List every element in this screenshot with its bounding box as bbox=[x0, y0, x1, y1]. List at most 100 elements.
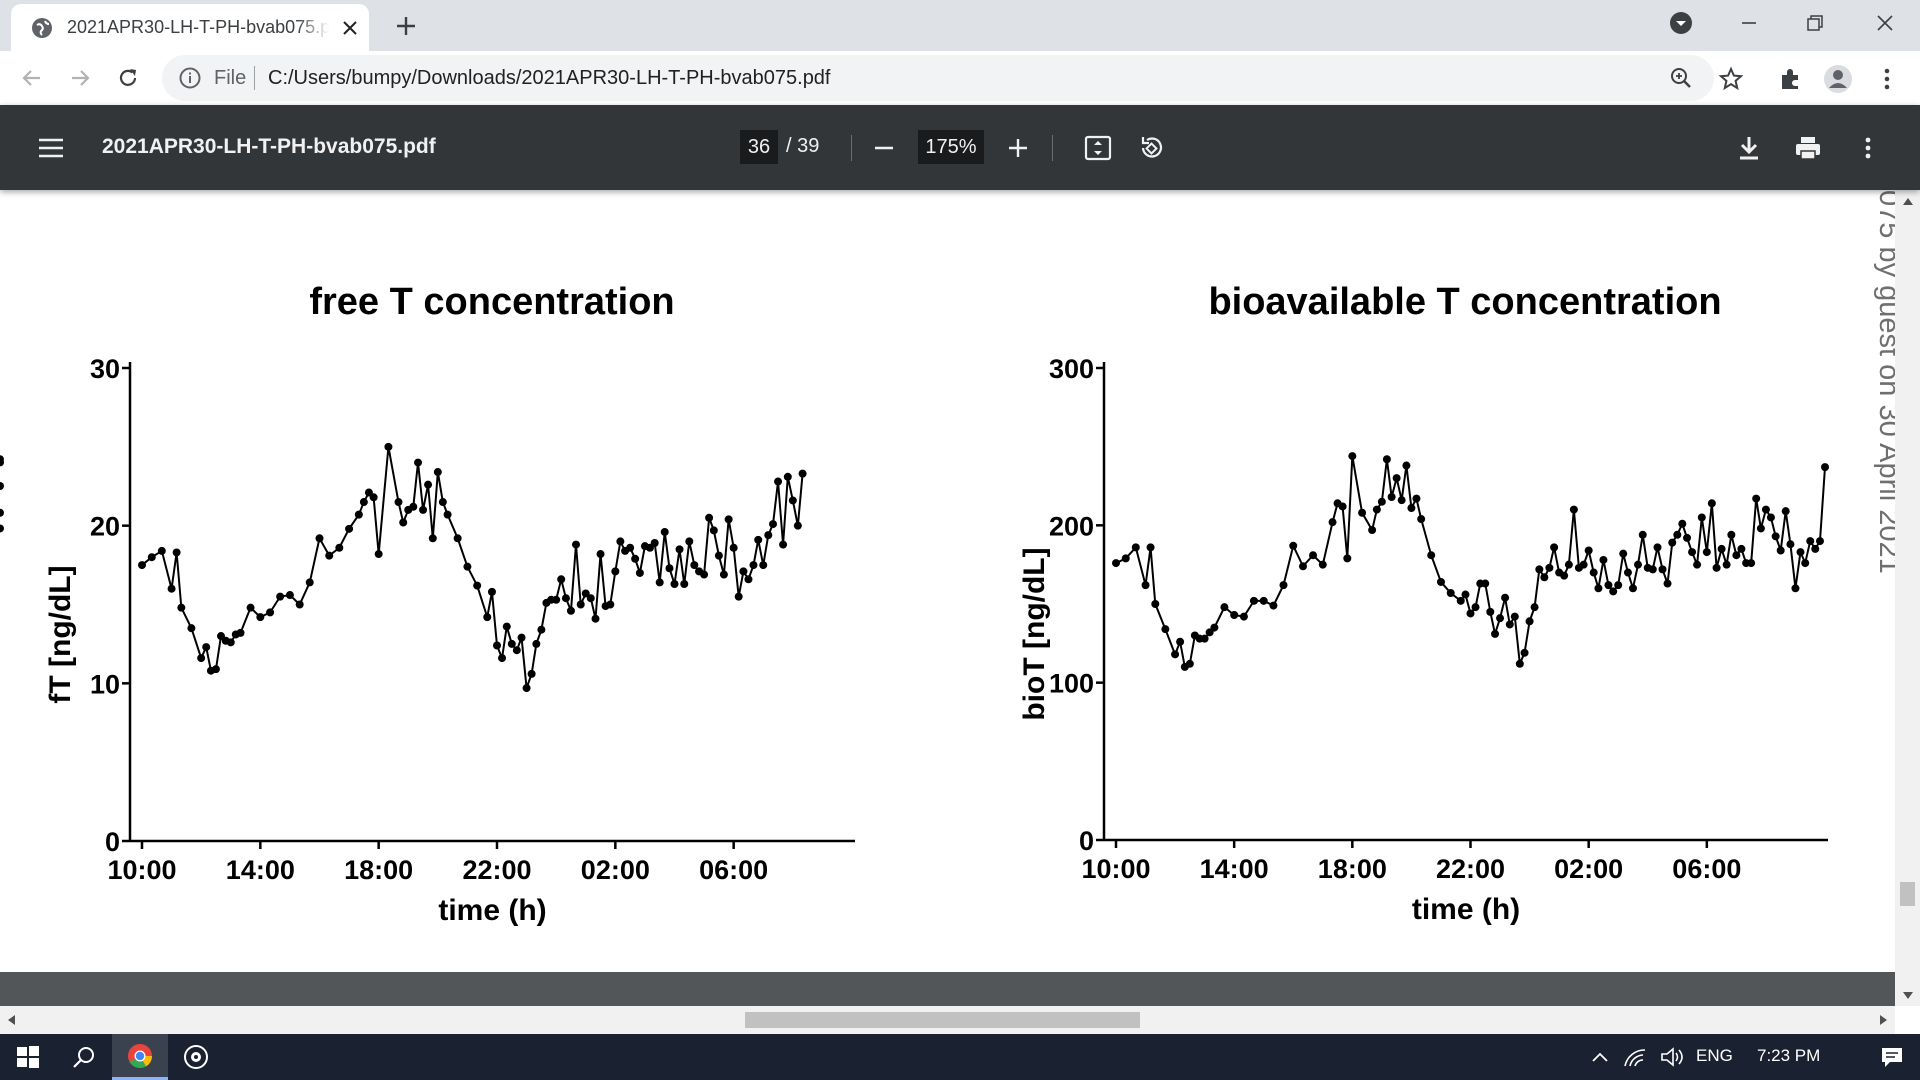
zoom-icon[interactable] bbox=[1668, 65, 1694, 91]
data-point bbox=[670, 580, 679, 589]
data-point bbox=[1693, 560, 1702, 569]
data-point bbox=[714, 551, 723, 560]
download-icon[interactable] bbox=[1733, 132, 1765, 164]
chart-title: bioavailable T concentration bbox=[1208, 281, 1721, 323]
data-point bbox=[557, 575, 566, 584]
data-point bbox=[1781, 507, 1790, 516]
zoom-out-icon[interactable] bbox=[868, 132, 900, 164]
data-point bbox=[374, 550, 383, 559]
profile-avatar-icon[interactable] bbox=[1823, 64, 1853, 94]
scroll-right-arrow-icon[interactable] bbox=[1880, 1015, 1887, 1025]
scroll-left-arrow-icon[interactable] bbox=[8, 1015, 15, 1025]
data-point bbox=[754, 535, 763, 544]
tab-search-icon[interactable] bbox=[1652, 0, 1710, 46]
address-bar[interactable]: File C:/Users/bumpy/Downloads/2021APR30-… bbox=[162, 55, 1714, 101]
browser-tab-active[interactable]: 2021APR30-LH-T-PH-bvab075.pdf bbox=[11, 4, 369, 51]
data-point bbox=[1707, 499, 1716, 508]
pdf-toolbar: 2021APR30-LH-T-PH-bvab075.pdf 36 / 39 17… bbox=[0, 105, 1920, 190]
data-point bbox=[433, 468, 442, 477]
input-language[interactable]: ENG bbox=[1696, 1046, 1733, 1065]
data-point bbox=[685, 537, 694, 546]
data-point bbox=[1481, 579, 1490, 588]
data-point bbox=[424, 480, 433, 489]
vertical-scroll-thumb[interactable] bbox=[1900, 882, 1915, 906]
data-point bbox=[586, 594, 595, 603]
info-icon[interactable] bbox=[178, 66, 202, 90]
data-point bbox=[1619, 549, 1628, 558]
bookmark-star-icon[interactable] bbox=[1716, 64, 1746, 94]
data-point bbox=[0, 508, 4, 517]
vertical-scrollbar[interactable] bbox=[1895, 190, 1920, 1006]
data-point bbox=[611, 567, 620, 576]
pdf-page-content: free T concentration 0 10 20 30 10:00 14:00 18:… bbox=[0, 190, 1895, 972]
data-point bbox=[552, 595, 561, 604]
y-tick-label: 200 bbox=[1049, 511, 1094, 541]
minimize-icon[interactable] bbox=[1720, 0, 1778, 46]
extensions-icon[interactable] bbox=[1776, 64, 1806, 94]
data-point bbox=[1318, 560, 1327, 569]
print-icon[interactable] bbox=[1792, 132, 1824, 164]
reload-icon[interactable] bbox=[110, 60, 146, 96]
data-point bbox=[167, 584, 176, 593]
data-point bbox=[1427, 551, 1436, 560]
data-point bbox=[561, 594, 570, 603]
address-url[interactable]: C:/Users/bumpy/Downloads/2021APR30-LH-T-… bbox=[268, 67, 831, 89]
show-hidden-icons-icon[interactable] bbox=[1572, 1034, 1628, 1080]
zoom-level-input[interactable]: 175% bbox=[918, 130, 984, 164]
forward-icon[interactable] bbox=[62, 60, 98, 96]
data-point bbox=[1510, 612, 1519, 621]
zoom-in-icon[interactable] bbox=[1002, 132, 1034, 164]
data-point bbox=[566, 606, 575, 615]
data-point bbox=[1560, 571, 1569, 580]
x-tick-label: 18:00 bbox=[1318, 854, 1387, 884]
data-point bbox=[739, 567, 748, 576]
fit-page-icon[interactable] bbox=[1082, 132, 1114, 164]
pdf-more-options-icon[interactable] bbox=[1852, 132, 1884, 164]
media-app-icon[interactable] bbox=[168, 1034, 224, 1080]
horizontal-scroll-thumb[interactable] bbox=[745, 1012, 1140, 1028]
rotate-icon[interactable] bbox=[1135, 132, 1167, 164]
data-point bbox=[1515, 659, 1524, 668]
network-icon[interactable] bbox=[1612, 1034, 1658, 1080]
browser-menu-icon[interactable] bbox=[1872, 64, 1902, 94]
data-point bbox=[665, 564, 674, 573]
back-icon[interactable] bbox=[14, 60, 50, 96]
tab-close-icon[interactable] bbox=[337, 15, 363, 41]
action-center-icon[interactable] bbox=[1864, 1034, 1920, 1080]
search-icon[interactable] bbox=[56, 1034, 112, 1080]
data-point bbox=[345, 524, 354, 533]
data-point bbox=[1387, 493, 1396, 502]
volume-icon[interactable] bbox=[1650, 1034, 1696, 1080]
data-point bbox=[1496, 614, 1505, 623]
data-point bbox=[1737, 544, 1746, 553]
restore-icon[interactable] bbox=[1786, 0, 1844, 46]
windows-start-icon[interactable] bbox=[0, 1034, 56, 1080]
scroll-up-arrow-icon[interactable] bbox=[1903, 198, 1913, 205]
address-divider bbox=[254, 66, 255, 90]
data-point bbox=[1638, 530, 1647, 539]
data-point bbox=[1402, 461, 1411, 470]
data-point bbox=[443, 510, 452, 519]
close-window-icon[interactable] bbox=[1856, 0, 1914, 46]
data-point bbox=[498, 654, 507, 663]
data-point bbox=[1614, 581, 1623, 590]
data-point bbox=[1298, 562, 1307, 571]
data-point bbox=[1505, 620, 1514, 629]
clock-time[interactable]: 7:23 PM bbox=[1757, 1046, 1821, 1065]
scroll-down-arrow-icon[interactable] bbox=[1903, 992, 1913, 999]
chrome-taskbar-icon[interactable] bbox=[112, 1034, 168, 1080]
hamburger-menu-icon[interactable] bbox=[36, 133, 66, 163]
data-point bbox=[522, 684, 531, 693]
data-point bbox=[1589, 568, 1598, 577]
toolbar-divider bbox=[851, 135, 852, 161]
data-point bbox=[709, 526, 718, 535]
x-tick-label: 14:00 bbox=[226, 855, 295, 885]
data-point bbox=[1776, 546, 1785, 555]
x-tick-label: 02:00 bbox=[1554, 854, 1623, 884]
data-point bbox=[1653, 543, 1662, 552]
page-number-input[interactable]: 36 bbox=[740, 130, 778, 164]
data-point bbox=[1712, 563, 1721, 572]
new-tab-icon[interactable] bbox=[392, 12, 420, 40]
data-point bbox=[399, 518, 408, 527]
horizontal-scrollbar[interactable] bbox=[0, 1006, 1895, 1034]
